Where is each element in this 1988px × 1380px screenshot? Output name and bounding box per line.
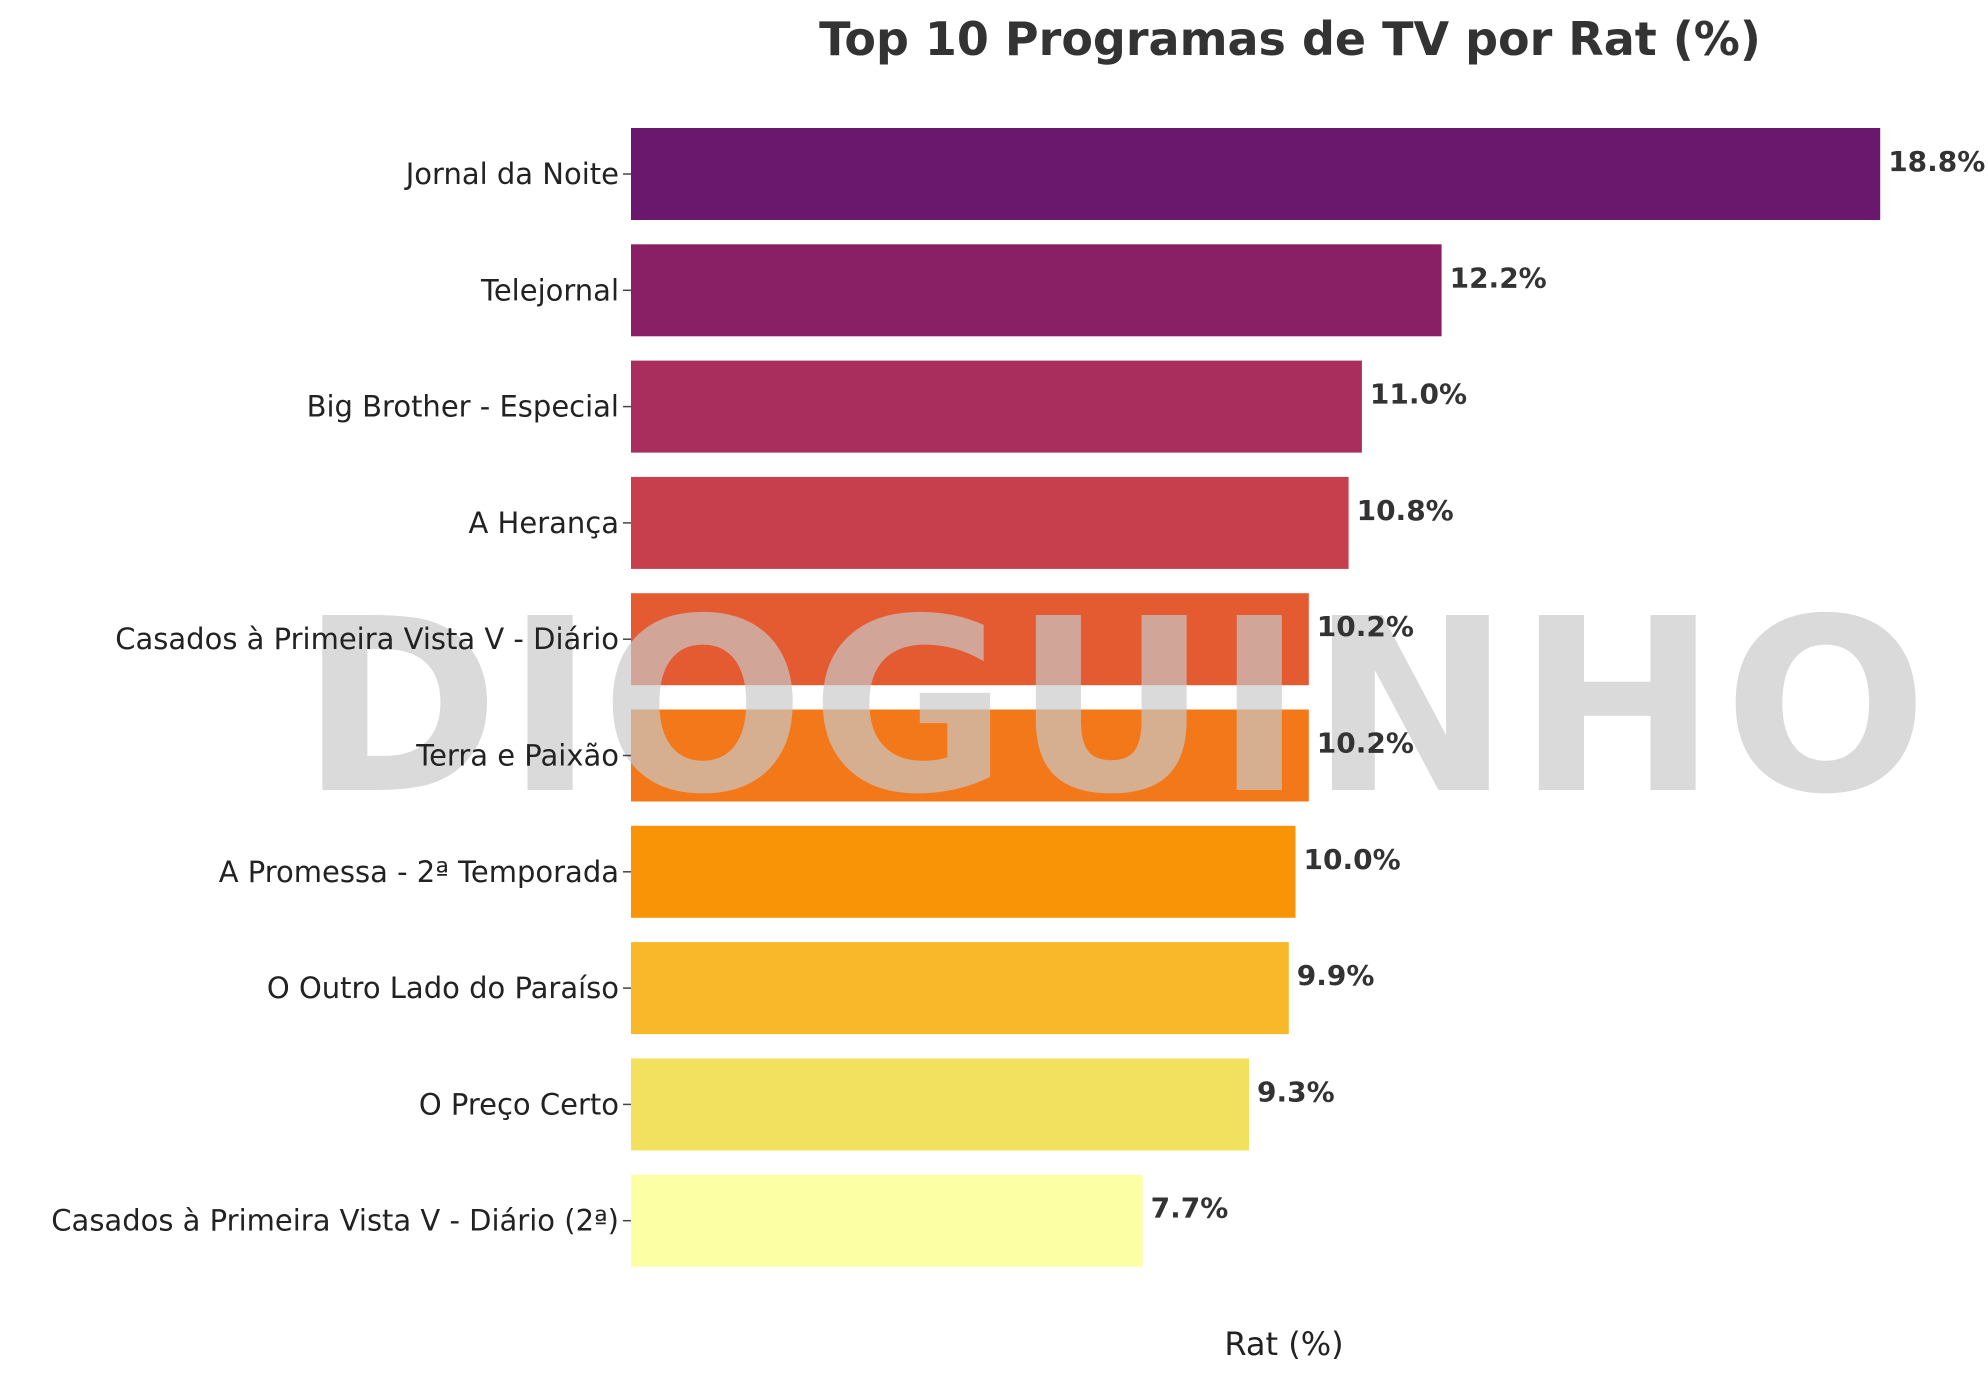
bar	[631, 1058, 1249, 1151]
y-tick-label: Casados à Primeira Vista V - Diário (2ª)	[51, 1204, 619, 1238]
bar-value-label: 9.3%	[1257, 1075, 1335, 1108]
bar	[631, 360, 1362, 453]
bar-value-label: 12.2%	[1450, 261, 1547, 294]
chart-title: Top 10 Programas de TV por Rat (%)	[819, 12, 1761, 66]
bar-value-label: 11.0%	[1370, 378, 1467, 411]
y-tick-label: Telejornal	[480, 273, 619, 307]
bar-value-label: 9.9%	[1297, 959, 1375, 992]
bar	[631, 593, 1309, 686]
bar	[631, 942, 1289, 1035]
bar-value-label: 10.2%	[1317, 727, 1414, 760]
bar	[631, 476, 1349, 569]
bar-value-label: 18.8%	[1888, 145, 1985, 178]
y-tick-label: O Preço Certo	[419, 1087, 619, 1121]
y-tick-label: A Promessa - 2ª Temporada	[219, 855, 619, 889]
bar-value-label: 10.0%	[1304, 843, 1401, 876]
bars-layer	[631, 128, 1881, 1267]
y-tick-label: Jornal da Noite	[404, 157, 619, 191]
watermark-text: DIOGUINHO	[300, 567, 1933, 847]
bar-value-label: 10.8%	[1357, 494, 1454, 527]
y-tick-label: Casados à Primeira Vista V - Diário	[115, 622, 619, 656]
bar	[631, 244, 1442, 337]
y-axis-ticks: Jornal da Noite Telejornal Big Brother - E…	[51, 157, 631, 1238]
bar-value-label: 7.7%	[1151, 1192, 1229, 1225]
value-labels-layer: 18.8% 12.2% 11.0% 10.8% 10.2% 10.2% 10.0% 9.9% 9…	[1151, 145, 1986, 1225]
bar	[631, 709, 1309, 802]
y-tick-label: A Herança	[469, 506, 620, 540]
bar	[631, 825, 1296, 918]
bar	[631, 128, 1881, 220]
y-tick-label: O Outro Lado do Paraíso	[267, 971, 619, 1005]
y-tick-label: Big Brother - Especial	[307, 390, 619, 424]
bar	[631, 1174, 1143, 1267]
y-tick-label: Terra e Paixão	[415, 739, 619, 773]
bar-value-label: 10.2%	[1317, 610, 1414, 643]
x-axis-label: Rat (%)	[1224, 1325, 1343, 1363]
